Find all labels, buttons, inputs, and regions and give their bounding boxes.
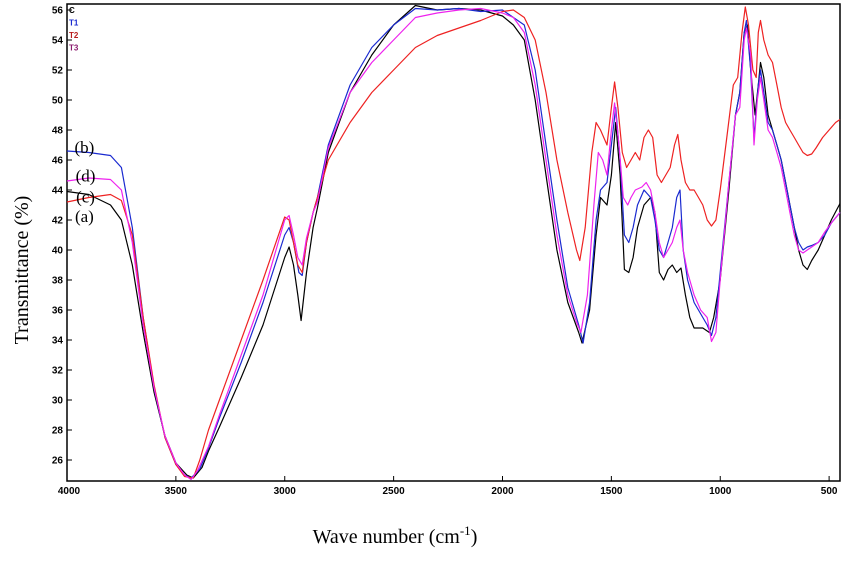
y-tick-label: 42: [52, 216, 64, 227]
y-tick-label: 28: [52, 426, 64, 437]
y-axis-title: Transmittance (%): [11, 196, 33, 345]
legend: C T1 T2 T3: [69, 6, 79, 53]
y-tick-label: 30: [52, 396, 64, 407]
y-tick-label: 32: [52, 366, 64, 377]
x-axis-ticks: 4000 3500 3000 2500 2000 1500 1000 500: [58, 476, 838, 497]
curve-label-t2: (c): [76, 188, 95, 207]
y-tick-label: 26: [52, 456, 64, 467]
x-tick-label: 4000: [58, 486, 81, 497]
y-tick-label: 34: [52, 336, 64, 347]
x-tick-label: 500: [821, 486, 838, 497]
legend-entry-t1: T1: [69, 19, 79, 28]
y-tick-label: 40: [52, 246, 64, 257]
plot-area: [66, 3, 841, 482]
x-axis-title-superscript: -1: [460, 523, 471, 538]
curve-labels: (b) (d) (c)(a): [75, 138, 96, 226]
y-tick-label: 44: [52, 186, 64, 197]
y-tick-label: 46: [52, 156, 64, 167]
y-tick-label: 54: [52, 36, 64, 47]
x-tick-label: 3500: [165, 486, 188, 497]
legend-entry-t2: T2: [69, 31, 79, 40]
x-tick-label: 3000: [274, 486, 297, 497]
y-tick-label: 56: [52, 6, 64, 17]
y-tick-label: 36: [52, 306, 64, 317]
y-tick-label: 50: [52, 96, 64, 107]
y-tick-label: 48: [52, 126, 64, 137]
series-line-t3: [66, 7, 841, 481]
x-axis-title: Wave number (cm-1): [313, 523, 478, 548]
x-tick-label: 1000: [709, 486, 732, 497]
series-line-c: [66, 4, 841, 479]
x-tick-label: 2000: [491, 486, 514, 497]
series-layer: [66, 4, 841, 481]
x-tick-label: 1500: [600, 486, 623, 497]
curve-label-t1: (b): [75, 138, 95, 157]
x-tick-label: 2500: [382, 486, 405, 497]
x-axis-title-close: ): [471, 526, 478, 548]
curve-label-t3: (d): [76, 167, 96, 186]
y-tick-label: 38: [52, 276, 64, 287]
curve-label-c: (a): [75, 207, 94, 226]
y-tick-label: 52: [52, 66, 64, 77]
legend-entry-t3: T3: [69, 44, 79, 53]
plot-frame: [66, 3, 841, 482]
legend-entry-c: C: [69, 6, 75, 15]
y-axis-ticks: 26 28 30 32 34 36 38 40 42 44 46 48 50 52 54 56: [52, 6, 72, 467]
